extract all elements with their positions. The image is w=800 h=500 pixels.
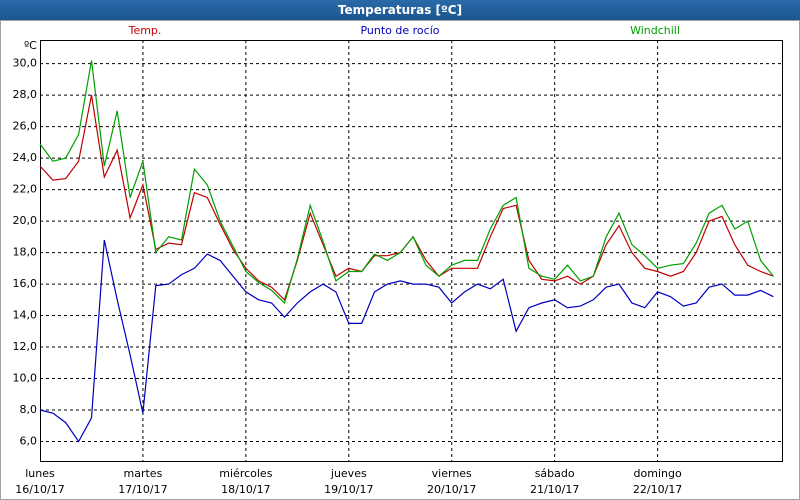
series-line bbox=[39, 94, 774, 301]
x-tick-label: miércoles 18/10/17 bbox=[219, 467, 273, 496]
y-tick-label: 10,0 bbox=[13, 372, 38, 385]
y-tick-label: 6,0 bbox=[20, 435, 38, 448]
y-tick-label: 28,0 bbox=[13, 88, 38, 101]
series-line bbox=[39, 60, 774, 305]
y-tick-label: 24,0 bbox=[13, 151, 38, 164]
y-tick-label: 18,0 bbox=[13, 246, 38, 259]
y-tick-label: 16,0 bbox=[13, 277, 38, 290]
title-bar: Temperaturas [ºC] bbox=[0, 0, 800, 20]
y-tick-label: 26,0 bbox=[13, 120, 38, 133]
legend-label: Punto de rocío bbox=[360, 24, 439, 37]
y-tick-label: 22,0 bbox=[13, 183, 38, 196]
x-tick-label: jueves 19/10/17 bbox=[324, 467, 374, 496]
y-tick-label: 8,0 bbox=[20, 403, 38, 416]
x-tick-label: domingo 22/10/17 bbox=[632, 467, 683, 496]
series-line bbox=[39, 239, 774, 443]
y-tick-label: 12,0 bbox=[13, 340, 38, 353]
x-tick-label: sábado 21/10/17 bbox=[529, 467, 580, 496]
x-tick-label: martes 17/10/17 bbox=[118, 467, 168, 496]
plot-area bbox=[40, 40, 783, 462]
x-tick-label: lunes 16/10/17 bbox=[15, 467, 65, 496]
legend-label: Windchill bbox=[630, 24, 680, 37]
y-tick-label: 20,0 bbox=[13, 214, 38, 227]
chart-title: Temperaturas [ºC] bbox=[337, 3, 463, 17]
y-axis-label: ºC bbox=[24, 39, 37, 52]
frame bbox=[0, 20, 800, 500]
y-tick-label: 14,0 bbox=[13, 309, 38, 322]
legend-label: Temp. bbox=[128, 24, 162, 37]
x-tick-label: viernes 20/10/17 bbox=[427, 467, 477, 496]
y-tick-label: 30,0 bbox=[13, 57, 38, 70]
